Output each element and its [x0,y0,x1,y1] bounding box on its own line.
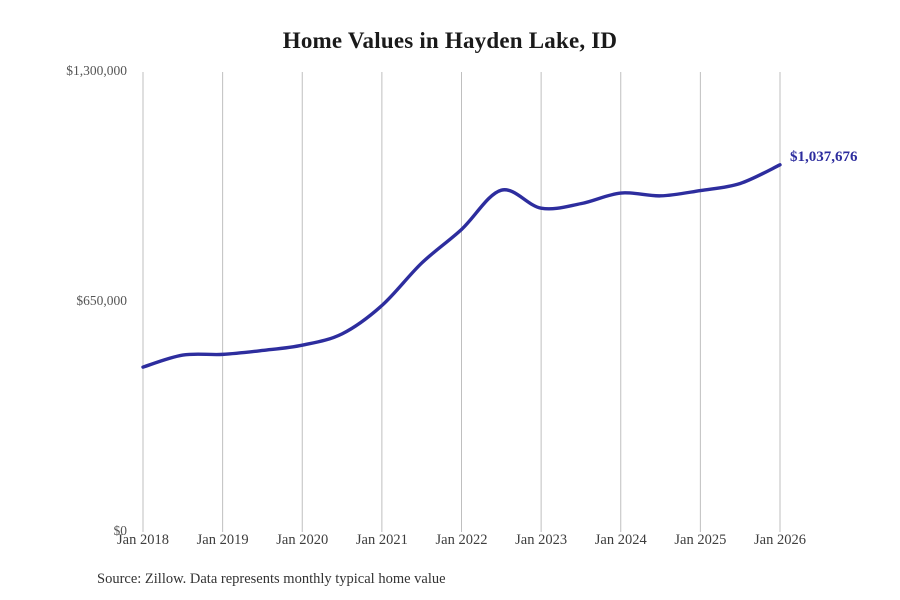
x-axis-tick-jan-2024: Jan 2024 [594,532,647,548]
x-axis-tick-jan-2021: Jan 2021 [355,532,408,548]
series-line-0 [141,163,782,369]
y-axis-tick-middle: $650,000 [76,293,127,308]
y-axis-tick-bottom: $0 [113,523,128,538]
x-axis-tick-jan-2026: Jan 2026 [754,532,806,548]
chart-title: Home Values in Hayden Lake, ID [282,28,618,53]
x-axis-tick-jan-2019: Jan 2019 [196,532,249,548]
source-footnote: Source: Zillow. Data represents monthly … [97,571,446,587]
x-axis-tick-jan-2020: Jan 2020 [276,532,329,548]
x-axis-tick-jan-2022: Jan 2022 [435,532,488,548]
end-value-annotation: $1,037,676 [790,149,858,165]
series-lines [141,163,782,369]
y-axis-tick-top: $1,300,000 [66,63,127,78]
x-axis-tick-jan-2018: Jan 2018 [117,532,169,548]
x-axis-tick-jan-2023: Jan 2023 [515,532,568,548]
gridlines [142,72,781,532]
x-axis-tick-jan-2025: Jan 2025 [674,532,727,548]
